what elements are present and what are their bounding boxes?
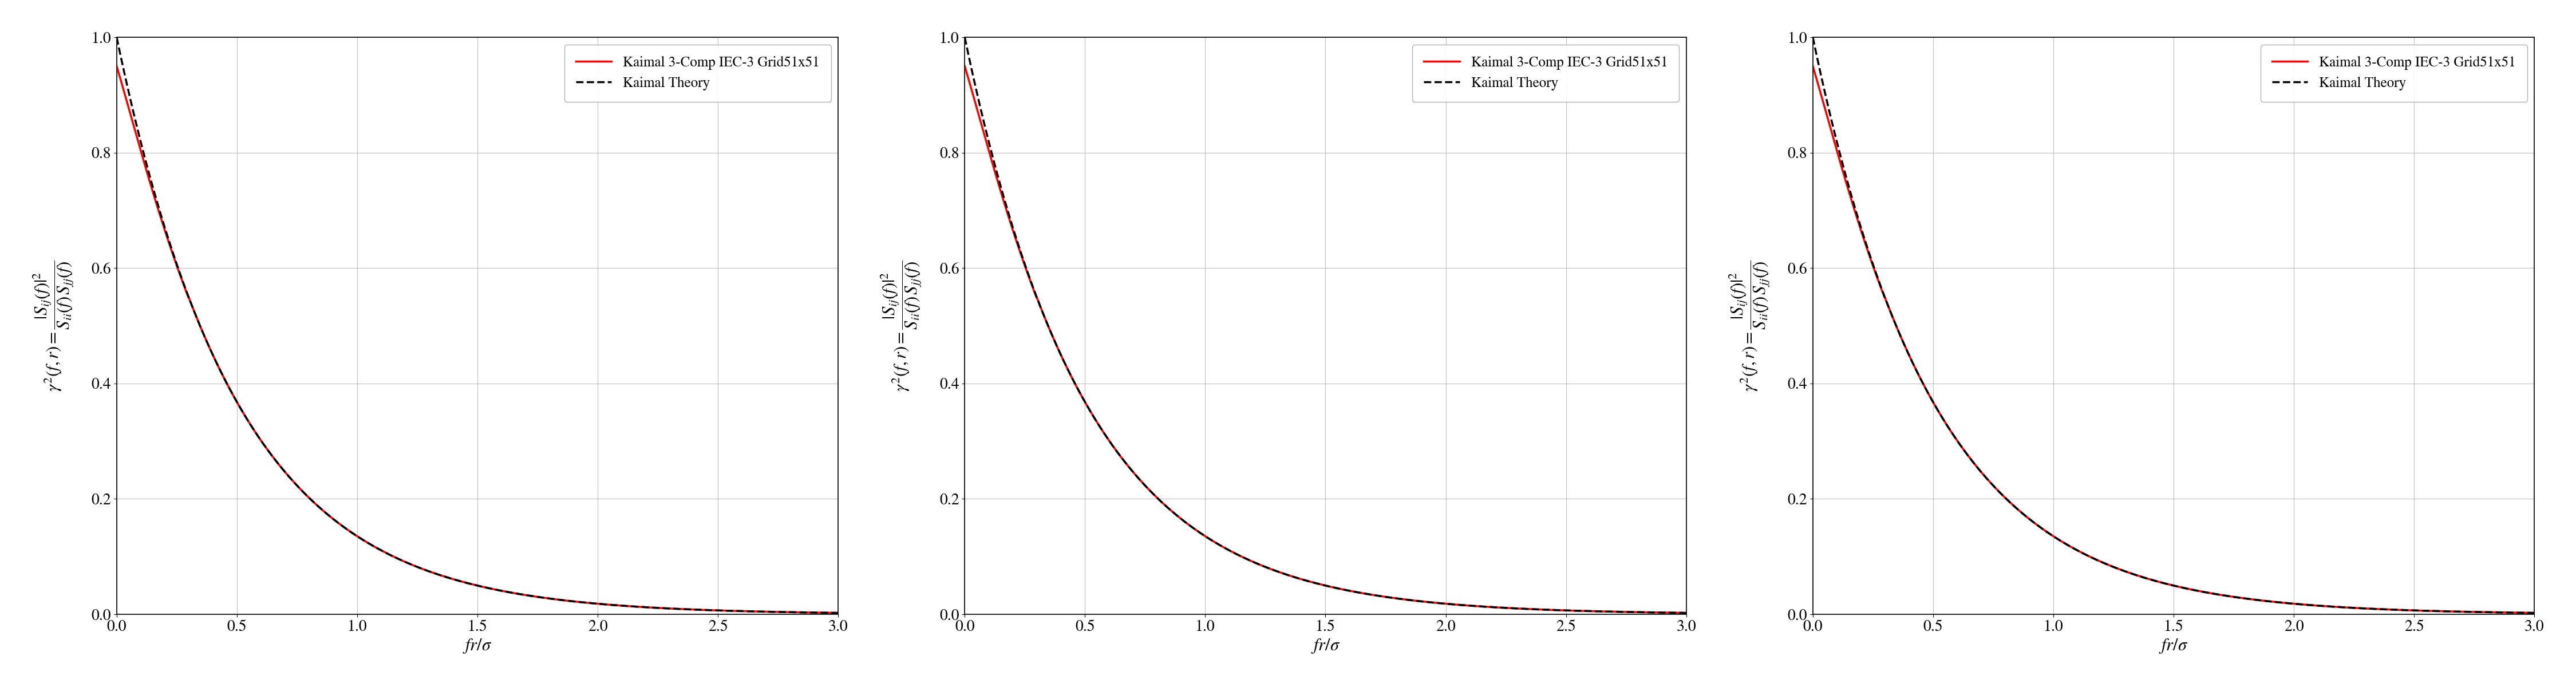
Kaimal Theory [670,605,701,613]
Kaimal Theory [1834,185,1865,194]
Kaimal Theory [1649,609,1680,617]
Kaimal 3-Comp IEC-3 Grid51x51 [1649,609,1680,617]
X-axis label: $fr/\sigma$: $fr/\sigma$ [2159,638,2187,655]
Kaimal 3-Comp IEC-3 Grid51x51 [433,574,464,582]
Kaimal Theory [801,609,832,617]
X-axis label: $fr/\sigma$: $fr/\sigma$ [1311,638,1340,655]
Line: Kaimal 3-Comp IEC-3 Grid51x51: Kaimal 3-Comp IEC-3 Grid51x51 [1814,66,2535,613]
Kaimal Theory [2499,609,2530,617]
Kaimal 3-Comp IEC-3 Grid51x51 [1649,609,1680,617]
Kaimal Theory [433,574,464,582]
Kaimal Theory [1798,33,1829,41]
Kaimal 3-Comp IEC-3 Grid51x51 [1517,605,1548,613]
Kaimal 3-Comp IEC-3 Grid51x51 [1834,190,1865,198]
Legend: Kaimal 3-Comp IEC-3 Grid51x51, Kaimal Theory: Kaimal 3-Comp IEC-3 Grid51x51, Kaimal Th… [1412,45,1680,102]
Kaimal 3-Comp IEC-3 Grid51x51 [1280,574,1311,582]
X-axis label: $fr/\sigma$: $fr/\sigma$ [464,638,492,655]
Line: Kaimal 3-Comp IEC-3 Grid51x51: Kaimal 3-Comp IEC-3 Grid51x51 [116,66,837,613]
Kaimal 3-Comp IEC-3 Grid51x51 [2499,609,2530,617]
Kaimal 3-Comp IEC-3 Grid51x51 [2499,609,2530,617]
Kaimal 3-Comp IEC-3 Grid51x51 [951,62,981,70]
Kaimal Theory [100,33,131,41]
Kaimal 3-Comp IEC-3 Grid51x51 [2128,574,2159,582]
Kaimal 3-Comp IEC-3 Grid51x51 [670,605,701,613]
Kaimal Theory [1672,609,1703,617]
Kaimal Theory [822,609,853,617]
Kaimal Theory [1280,574,1311,582]
Kaimal 3-Comp IEC-3 Grid51x51 [100,62,131,70]
Y-axis label: $\gamma^2(f, r) = \dfrac{|S_{ij}(f)|^2}{S_{ii}(f)\, S_{jj}(f)}$: $\gamma^2(f, r) = \dfrac{|S_{ij}(f)|^2}{… [1728,260,1772,392]
Line: Kaimal Theory: Kaimal Theory [966,37,1687,613]
Kaimal 3-Comp IEC-3 Grid51x51 [2519,609,2550,617]
Line: Kaimal Theory: Kaimal Theory [116,37,837,613]
Kaimal Theory [951,33,981,41]
Y-axis label: $\gamma^2(f, r) = \dfrac{|S_{ij}(f)|^2}{S_{ii}(f)\, S_{jj}(f)}$: $\gamma^2(f, r) = \dfrac{|S_{ij}(f)|^2}{… [881,260,922,392]
Legend: Kaimal 3-Comp IEC-3 Grid51x51, Kaimal Theory: Kaimal 3-Comp IEC-3 Grid51x51, Kaimal Th… [2259,45,2527,102]
Kaimal Theory [987,185,1018,194]
Kaimal 3-Comp IEC-3 Grid51x51 [2148,579,2179,587]
Kaimal 3-Comp IEC-3 Grid51x51 [139,190,170,198]
Kaimal Theory [139,185,170,194]
Kaimal 3-Comp IEC-3 Grid51x51 [1798,62,1829,70]
Kaimal 3-Comp IEC-3 Grid51x51 [1672,609,1703,617]
Y-axis label: $\gamma^2(f, r) = \dfrac{|S_{ij}(f)|^2}{S_{ii}(f)\, S_{jj}(f)}$: $\gamma^2(f, r) = \dfrac{|S_{ij}(f)|^2}{… [31,260,75,392]
Kaimal Theory [1517,605,1548,613]
Kaimal Theory [2365,605,2396,613]
Kaimal 3-Comp IEC-3 Grid51x51 [987,190,1018,198]
Kaimal 3-Comp IEC-3 Grid51x51 [2365,605,2396,613]
Kaimal 3-Comp IEC-3 Grid51x51 [822,609,853,617]
Kaimal Theory [1649,609,1680,617]
Legend: Kaimal 3-Comp IEC-3 Grid51x51, Kaimal Theory: Kaimal 3-Comp IEC-3 Grid51x51, Kaimal Th… [564,45,832,102]
Kaimal Theory [801,609,832,617]
Kaimal 3-Comp IEC-3 Grid51x51 [801,609,832,617]
Kaimal 3-Comp IEC-3 Grid51x51 [1301,579,1332,587]
Line: Kaimal 3-Comp IEC-3 Grid51x51: Kaimal 3-Comp IEC-3 Grid51x51 [966,66,1687,613]
Kaimal Theory [2148,579,2179,587]
Kaimal 3-Comp IEC-3 Grid51x51 [451,579,482,587]
Kaimal Theory [1301,579,1332,587]
Line: Kaimal Theory: Kaimal Theory [1814,37,2535,613]
Kaimal Theory [2519,609,2550,617]
Kaimal Theory [2128,574,2159,582]
Kaimal 3-Comp IEC-3 Grid51x51 [801,609,832,617]
Kaimal Theory [2499,609,2530,617]
Kaimal Theory [451,579,482,587]
